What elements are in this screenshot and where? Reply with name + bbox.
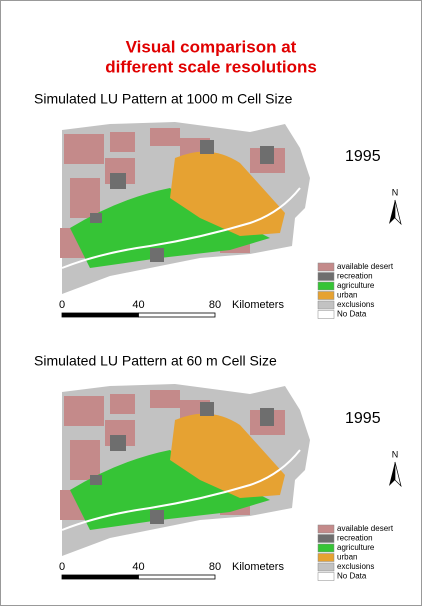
legend-label: No Data (337, 310, 367, 319)
legend-swatch (318, 563, 334, 571)
legend-swatch (318, 311, 334, 319)
map-desert (64, 396, 104, 426)
legend-swatch (318, 554, 334, 562)
scale-segment (139, 313, 216, 317)
scale-unit: Kilometers (232, 299, 284, 311)
map-recreation (150, 510, 164, 524)
slide: Visual comparison at different scale res… (0, 0, 423, 607)
map-year: 1995 (345, 148, 381, 165)
legend-swatch (318, 292, 334, 300)
scale-segment (62, 575, 139, 579)
panel-title: Simulated LU Pattern at 60 m Cell Size (34, 353, 277, 369)
legend-label: available desert (337, 262, 394, 271)
scale-segment (139, 575, 216, 579)
map-recreation (110, 435, 126, 451)
map-desert (150, 128, 180, 146)
legend-swatch (318, 301, 334, 309)
legend-swatch (318, 573, 334, 581)
legend-label: No Data (337, 572, 367, 581)
legend-label: available desert (337, 524, 394, 533)
legend-label: agriculture (337, 543, 375, 552)
legend-swatch (318, 535, 334, 543)
north-label: N (392, 449, 399, 459)
map-recreation (200, 140, 214, 154)
legend-swatch (318, 525, 334, 533)
scale-tick-label: 0 (59, 561, 65, 573)
panel-title: Simulated LU Pattern at 1000 m Cell Size (34, 91, 293, 107)
scale-segment (62, 313, 139, 317)
scale-tick-label: 40 (132, 561, 144, 573)
map-year: 1995 (345, 410, 381, 427)
legend-label: recreation (337, 534, 373, 543)
title-line: Visual comparison at (126, 37, 297, 56)
legend-label: exclusions (337, 562, 374, 571)
scale-tick-label: 40 (132, 299, 144, 311)
map-recreation (90, 475, 102, 485)
north-label: N (392, 187, 399, 197)
legend-swatch (318, 282, 334, 290)
legend-label: urban (337, 553, 357, 562)
scale-tick-label: 80 (209, 561, 221, 573)
legend-label: exclusions (337, 300, 374, 309)
scale-unit: Kilometers (232, 561, 284, 573)
map-desert (64, 134, 104, 164)
map-recreation (150, 248, 164, 262)
map-desert (110, 394, 135, 414)
legend-swatch (318, 263, 334, 271)
scale-tick-label: 0 (59, 299, 65, 311)
map-desert (150, 390, 180, 408)
map-desert (70, 440, 100, 480)
legend-swatch (318, 544, 334, 552)
legend-label: urban (337, 291, 357, 300)
map-recreation (260, 146, 274, 164)
scale-tick-label: 80 (209, 299, 221, 311)
legend-label: agriculture (337, 281, 375, 290)
legend-swatch (318, 273, 334, 281)
map-desert (110, 132, 135, 152)
title-line: different scale resolutions (105, 57, 317, 76)
map-desert (70, 178, 100, 218)
map-recreation (200, 402, 214, 416)
legend-label: recreation (337, 272, 373, 281)
map-recreation (260, 408, 274, 426)
map-recreation (110, 173, 126, 189)
map-recreation (90, 213, 102, 223)
